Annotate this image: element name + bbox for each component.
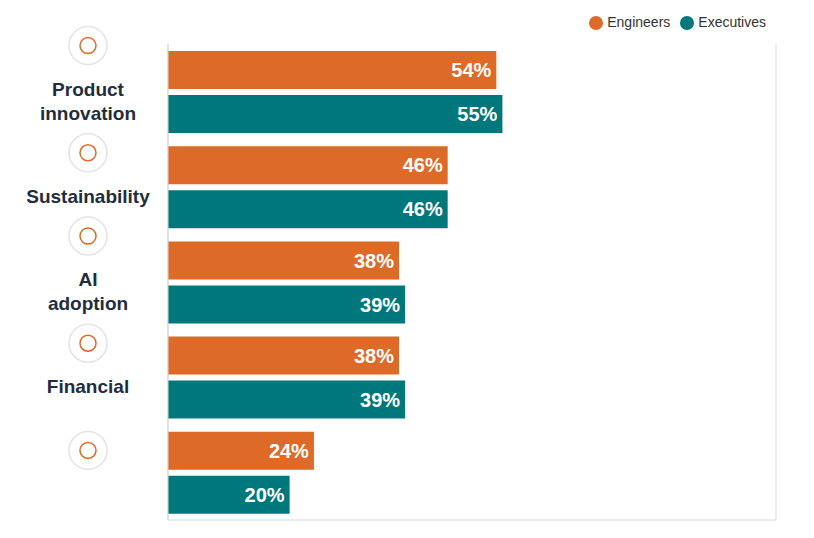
svg-text:24%: 24% bbox=[269, 440, 309, 462]
svg-text:39%: 39% bbox=[360, 389, 400, 411]
svg-text:adoption: adoption bbox=[48, 293, 128, 314]
html-text:Executives: Executives bbox=[698, 14, 766, 30]
svg-text:55%: 55% bbox=[457, 103, 497, 125]
svg-text:innovation: innovation bbox=[40, 103, 136, 124]
svg-text:46%: 46% bbox=[403, 198, 443, 220]
svg-text:Product: Product bbox=[52, 79, 124, 100]
svg-text:20%: 20% bbox=[245, 484, 285, 506]
svg-text:Sustainability: Sustainability bbox=[26, 186, 150, 207]
html-text:Engineers: Engineers bbox=[607, 14, 671, 30]
svg-text:39%: 39% bbox=[360, 294, 400, 316]
svg-text:38%: 38% bbox=[354, 345, 394, 367]
svg-text:38%: 38% bbox=[354, 250, 394, 272]
svg-text:AI: AI bbox=[79, 269, 98, 290]
svg-text:Financial: Financial bbox=[47, 376, 129, 397]
svg-text:46%: 46% bbox=[403, 154, 443, 176]
svg-text:54%: 54% bbox=[451, 59, 491, 81]
